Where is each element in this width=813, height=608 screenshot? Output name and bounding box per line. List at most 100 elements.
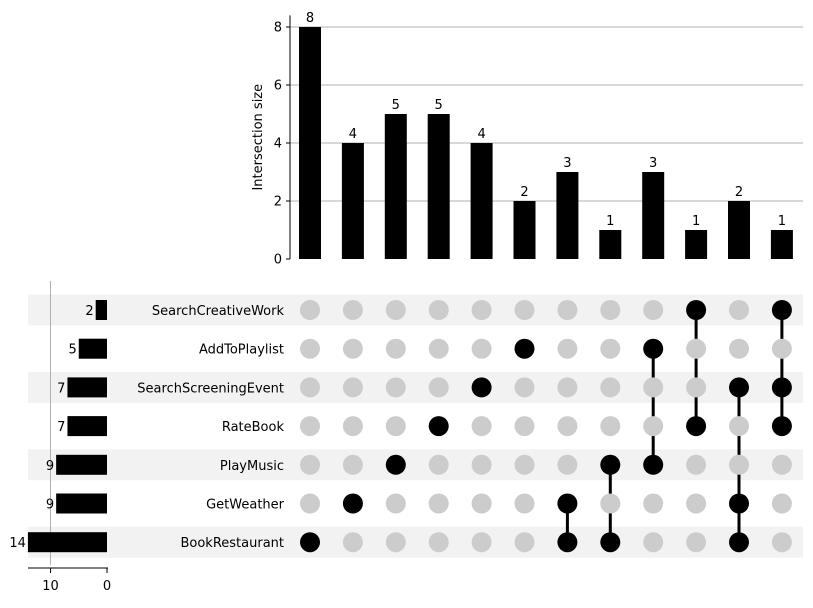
membership-dot-inactive — [686, 493, 707, 514]
bar-value-label: 8 — [306, 11, 314, 26]
membership-dot-active — [643, 454, 664, 475]
membership-dot-inactive — [471, 416, 492, 437]
membership-dot-active — [771, 416, 792, 437]
membership-dot-inactive — [557, 416, 578, 437]
set-size-value-label: 9 — [46, 459, 54, 474]
membership-dot-active — [729, 493, 749, 514]
intersection-bar — [770, 230, 793, 259]
row-shade-band — [28, 449, 803, 481]
set-label: GetWeather — [206, 498, 285, 513]
membership-dot-inactive — [514, 532, 535, 553]
set-label: AddToPlaylist — [199, 343, 284, 358]
y-tick-label: 6 — [274, 79, 282, 94]
membership-dot-inactive — [514, 454, 535, 475]
membership-dot-active — [385, 454, 406, 475]
bar-value-label: 5 — [435, 98, 443, 113]
row-shading — [28, 294, 803, 558]
membership-dot-inactive — [771, 493, 792, 514]
y-tick-label: 0 — [274, 253, 282, 268]
membership-dot-inactive — [342, 416, 363, 437]
membership-dot-inactive — [385, 300, 406, 320]
membership-dot-inactive — [643, 493, 664, 514]
membership-dot-active — [342, 493, 363, 514]
set-size-value-label: 5 — [68, 343, 76, 358]
intersection-bar — [685, 230, 708, 259]
set-size-bar — [95, 300, 107, 320]
row-shade-band — [28, 526, 803, 558]
membership-dot-inactive — [342, 300, 363, 320]
membership-dot-inactive — [342, 454, 363, 475]
intersection-bar — [427, 114, 450, 259]
row-shade-band — [28, 294, 803, 326]
bar-value-label: 1 — [692, 214, 700, 229]
membership-dot-active — [300, 532, 320, 553]
set-size-panel: 2 5 7 7 9 9 14 10 0 — [9, 281, 111, 594]
intersection-bar — [728, 201, 750, 259]
intersection-bar-panel: 0 2 4 6 8 Intersection size 8 4 5 5 4 2 3 1 3 1 2 1 — [251, 11, 803, 268]
membership-dot-active — [471, 377, 492, 398]
membership-dot-active — [600, 532, 621, 553]
membership-dot-active — [729, 532, 749, 553]
y-axis-label: Intersection size — [251, 84, 266, 191]
membership-dot-inactive — [300, 493, 320, 514]
intersection-bar — [599, 230, 622, 259]
intersection-bar — [384, 114, 407, 259]
membership-dot-inactive — [771, 338, 792, 359]
membership-dot-inactive — [428, 454, 449, 475]
membership-dot-inactive — [686, 377, 707, 398]
membership-dot-inactive — [686, 454, 707, 475]
membership-dot-inactive — [428, 300, 449, 320]
set-size-value-label: 9 — [46, 498, 54, 513]
set-label: RateBook — [222, 420, 285, 435]
bar-value-label: 2 — [520, 185, 528, 200]
membership-dot-inactive — [600, 377, 621, 398]
membership-dot-inactive — [600, 338, 621, 359]
membership-dot-inactive — [557, 454, 578, 475]
y-tick-label: 2 — [274, 195, 282, 210]
set-size-value-label: 2 — [85, 304, 93, 319]
membership-dot-active — [686, 300, 707, 320]
membership-dot-inactive — [385, 532, 406, 553]
membership-dot-inactive — [342, 532, 363, 553]
membership-dot-inactive — [729, 416, 749, 437]
membership-dot-inactive — [428, 532, 449, 553]
membership-dot-inactive — [300, 338, 320, 359]
membership-dot-inactive — [643, 377, 664, 398]
membership-matrix — [300, 300, 792, 553]
y-tick-label: 4 — [274, 137, 282, 152]
intersection-bar — [642, 172, 665, 259]
membership-dot-inactive — [557, 300, 578, 320]
set-size-tick-label: 10 — [42, 579, 59, 594]
membership-dot-inactive — [300, 300, 320, 320]
set-labels: SearchCreativeWork AddToPlaylist SearchScr… — [137, 304, 284, 551]
membership-dot-inactive — [428, 338, 449, 359]
membership-dot-inactive — [729, 300, 749, 320]
membership-dot-inactive — [300, 377, 320, 398]
membership-dot-inactive — [557, 377, 578, 398]
membership-dot-inactive — [428, 493, 449, 514]
membership-dot-inactive — [771, 532, 792, 553]
membership-dot-active — [557, 493, 578, 514]
membership-dot-inactive — [471, 454, 492, 475]
membership-dot-active — [771, 300, 792, 320]
set-size-bar — [67, 377, 107, 398]
intersection-bar — [470, 143, 493, 259]
bar-value-label: 5 — [392, 98, 400, 113]
membership-dot-inactive — [514, 377, 535, 398]
membership-dot-inactive — [643, 300, 664, 320]
membership-dot-active — [514, 338, 535, 359]
membership-dot-inactive — [771, 454, 792, 475]
membership-dot-inactive — [514, 416, 535, 437]
membership-dot-inactive — [686, 532, 707, 553]
membership-dot-active — [729, 377, 749, 398]
membership-dot-inactive — [385, 416, 406, 437]
set-size-tick-label: 0 — [103, 579, 111, 594]
bar-value-label: 4 — [349, 127, 357, 142]
intersection-bar — [299, 27, 321, 259]
row-shade-band — [28, 371, 803, 403]
membership-dot-inactive — [643, 416, 664, 437]
bar-value-label: 1 — [778, 214, 786, 229]
set-size-bar — [27, 532, 107, 553]
membership-dot-inactive — [514, 493, 535, 514]
